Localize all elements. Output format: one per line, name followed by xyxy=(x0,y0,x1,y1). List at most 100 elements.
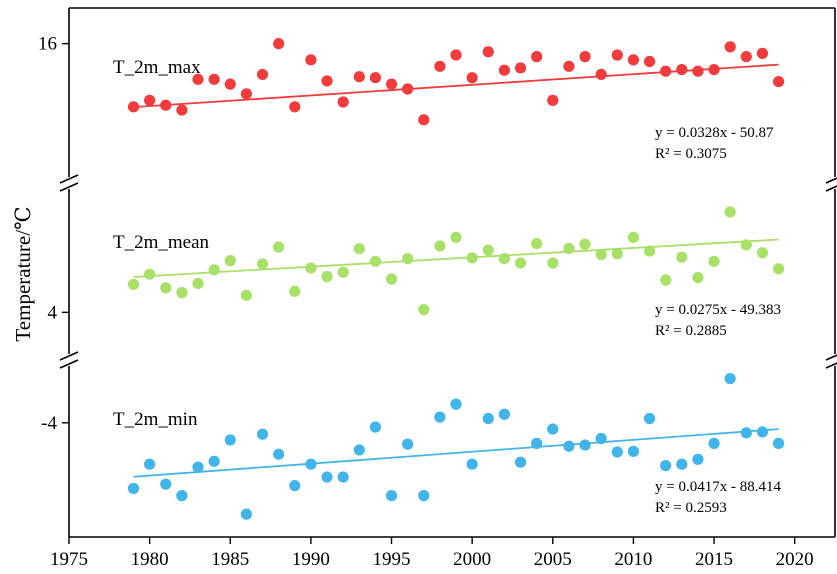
data-point xyxy=(724,41,736,53)
x-tick-label: 1985 xyxy=(211,549,249,570)
data-point xyxy=(402,438,414,450)
data-point xyxy=(563,60,575,72)
data-point xyxy=(482,244,494,256)
trend-equation: y = 0.0417x - 88.414 xyxy=(655,479,781,495)
data-point xyxy=(240,88,252,100)
data-point xyxy=(127,482,140,495)
data-point xyxy=(692,272,704,284)
data-point xyxy=(434,240,446,252)
data-point xyxy=(547,94,559,106)
data-point xyxy=(434,60,446,72)
data-point xyxy=(611,446,623,458)
axis-break-mark xyxy=(59,182,79,192)
data-point xyxy=(627,54,640,66)
data-point xyxy=(595,68,607,81)
trend-equation: y = 0.0328x - 50.87 xyxy=(655,125,774,141)
data-point xyxy=(676,251,688,263)
data-point xyxy=(611,248,623,260)
data-point xyxy=(660,274,672,286)
data-point xyxy=(531,51,543,63)
trend-line xyxy=(133,238,779,278)
data-point xyxy=(547,257,559,269)
r-squared: R² = 0.3075 xyxy=(655,146,727,162)
x-tick-label: 2000 xyxy=(453,549,491,570)
data-point xyxy=(418,490,430,502)
data-point xyxy=(466,458,478,470)
data-point xyxy=(289,285,301,297)
data-point xyxy=(676,63,688,76)
chart-frame xyxy=(59,7,837,538)
data-point xyxy=(418,114,430,126)
data-point xyxy=(369,255,381,267)
series-label: T_2m_max xyxy=(113,57,201,78)
x-tick-label: 2020 xyxy=(776,549,814,570)
r-squared: R² = 0.2593 xyxy=(655,500,727,516)
data-point xyxy=(692,65,704,77)
data-point xyxy=(144,94,156,106)
data-point xyxy=(611,49,623,61)
data-point xyxy=(579,439,591,451)
data-point xyxy=(369,421,381,433)
data-point xyxy=(208,264,220,276)
trend-line xyxy=(133,428,779,478)
data-point xyxy=(708,437,720,449)
y-tick-label: 4 xyxy=(48,302,58,323)
data-point xyxy=(321,471,333,483)
data-point xyxy=(514,456,527,468)
data-point xyxy=(273,38,285,50)
data-point xyxy=(208,73,220,85)
data-point xyxy=(353,71,365,83)
data-point xyxy=(563,440,575,452)
data-point xyxy=(256,258,269,270)
data-point xyxy=(160,478,172,490)
data-point xyxy=(579,51,591,63)
data-point xyxy=(466,72,478,84)
data-point xyxy=(224,78,236,90)
data-point xyxy=(627,445,640,457)
data-point xyxy=(273,241,285,253)
axis-break-mark xyxy=(825,354,837,361)
data-point xyxy=(256,428,269,440)
series-label: T_2m_min xyxy=(113,409,198,430)
data-point xyxy=(434,411,446,423)
data-point xyxy=(208,455,220,467)
data-point xyxy=(289,480,301,492)
data-point xyxy=(402,252,414,265)
trend-line xyxy=(133,63,779,109)
data-point xyxy=(498,408,511,420)
data-point xyxy=(772,263,785,275)
data-point xyxy=(192,73,204,85)
x-axis: 1975 1980 1985 1990 1995 2000 2005 2010 2015 2020 xyxy=(50,537,814,570)
data-point xyxy=(724,372,736,385)
data-point xyxy=(531,237,543,250)
x-tick-label: 2010 xyxy=(614,549,652,570)
axis-break-mark xyxy=(59,174,79,184)
data-point xyxy=(740,51,752,63)
data-point xyxy=(385,273,398,285)
x-tick-label: 1980 xyxy=(131,549,169,570)
data-point xyxy=(369,72,381,84)
data-point xyxy=(224,255,236,267)
axis-break-mark xyxy=(59,351,79,361)
axis-break-mark xyxy=(59,359,79,369)
data-point xyxy=(305,262,317,274)
data-point xyxy=(273,448,285,460)
data-point xyxy=(756,426,769,438)
data-point xyxy=(176,287,188,299)
data-point xyxy=(660,460,672,472)
data-point xyxy=(224,434,236,446)
data-point xyxy=(289,101,301,113)
data-point xyxy=(321,75,333,87)
series-label: T_2m_mean xyxy=(113,232,210,253)
data-point xyxy=(337,266,349,278)
data-point xyxy=(321,271,333,283)
data-point xyxy=(418,304,430,316)
data-point xyxy=(482,46,494,58)
x-tick-label: 1975 xyxy=(50,549,88,570)
axis-break-mark xyxy=(825,362,837,369)
data-point xyxy=(756,247,769,259)
